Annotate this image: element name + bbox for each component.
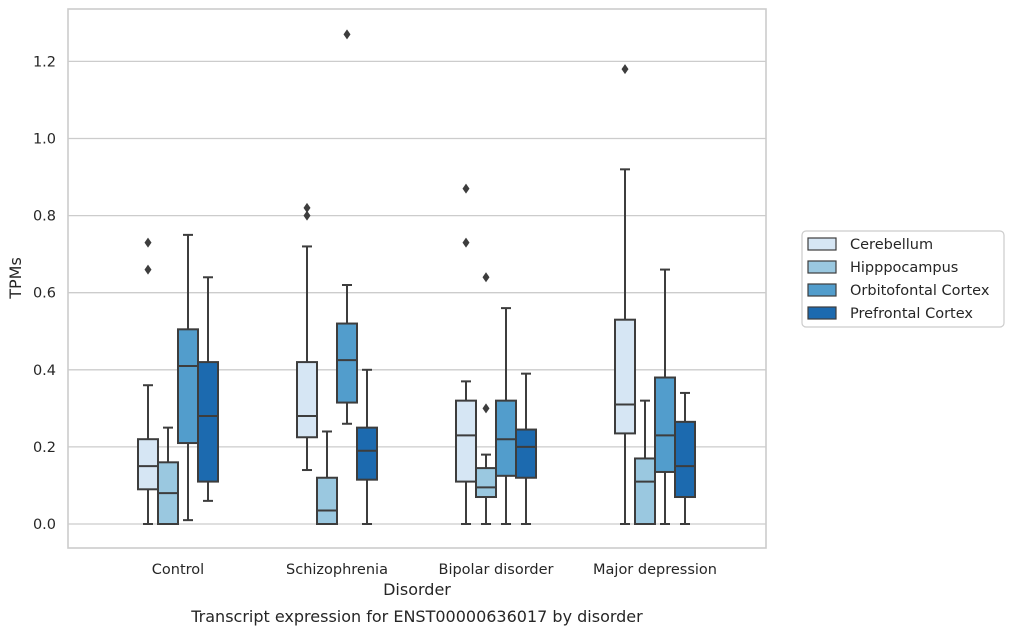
legend: Cerebellum Hipppocampus Orbitofontal Corte… xyxy=(801,230,1005,328)
box-orbitofontal-cortex xyxy=(336,29,358,425)
y-tick-label: 1.2 xyxy=(33,54,56,70)
box-iqr xyxy=(654,376,676,473)
box-prefrontal-cortex xyxy=(356,368,378,525)
legend-item: Cerebellum xyxy=(807,237,933,253)
box-iqr xyxy=(515,428,537,479)
outlier-point xyxy=(303,210,311,221)
box-cerebellum xyxy=(137,237,159,525)
box-iqr xyxy=(614,318,636,435)
box-iqr xyxy=(137,438,159,491)
box-orbitofontal-cortex xyxy=(177,233,199,522)
box-group-bipolar-disorder xyxy=(455,183,537,525)
y-tick-label: 0.6 xyxy=(33,286,56,302)
box-group-schizophrenia xyxy=(296,29,378,525)
box-cerebellum xyxy=(455,183,477,525)
legend-label: Prefrontal Cortex xyxy=(850,306,973,322)
box-hipppocampus xyxy=(475,272,497,525)
box-group-control xyxy=(137,233,219,526)
box-group-major-depression xyxy=(614,64,696,525)
outlier-point xyxy=(144,237,152,248)
outlier-point xyxy=(462,237,470,248)
y-tick-label: 0.2 xyxy=(33,440,56,456)
plot-frame xyxy=(67,8,767,549)
x-axis-ticks: Control Schizophrenia Bipolar disorder Majo… xyxy=(152,562,717,578)
box-iqr xyxy=(177,328,199,445)
box-prefrontal-cortex xyxy=(515,372,537,525)
legend-item: Orbitofontal Cortex xyxy=(807,283,990,299)
outlier-point xyxy=(303,202,311,213)
box-prefrontal-cortex xyxy=(197,276,219,502)
y-axis-title: TPMs xyxy=(6,257,25,300)
legend-item: Hipppocampus xyxy=(807,260,958,276)
outlier-point xyxy=(343,29,351,40)
axes-frame xyxy=(67,8,767,549)
box-orbitofontal-cortex xyxy=(495,307,517,525)
y-tick-label: 0.8 xyxy=(33,209,56,225)
box-iqr xyxy=(475,467,497,499)
box-iqr xyxy=(197,361,219,483)
x-tick-label: Control xyxy=(152,562,204,578)
legend-label: Orbitofontal Cortex xyxy=(850,283,990,299)
x-axis-title: Disorder xyxy=(383,580,451,599)
legend-swatch xyxy=(807,237,837,251)
legend-swatch xyxy=(807,306,837,320)
outlier-point xyxy=(462,183,470,194)
box-prefrontal-cortex xyxy=(674,391,696,525)
y-tick-label: 0.0 xyxy=(33,517,56,533)
box-hipppocampus xyxy=(316,430,338,525)
y-tick-label: 1.0 xyxy=(33,132,56,148)
y-tick-label: 0.4 xyxy=(33,363,56,379)
box-iqr xyxy=(356,426,378,481)
box-iqr xyxy=(674,420,696,499)
box-iqr xyxy=(316,476,338,525)
legend-item: Prefrontal Cortex xyxy=(807,306,973,322)
box-hipppocampus xyxy=(634,399,656,525)
box-cerebellum xyxy=(296,202,318,472)
box-iqr xyxy=(455,399,477,483)
y-axis-ticks: 0.0 0.2 0.4 0.6 0.8 1.0 1.2 xyxy=(33,54,56,533)
box-iqr xyxy=(634,457,656,525)
x-tick-label: Major depression xyxy=(593,562,717,578)
figure-caption: Transcript expression for ENST0000063601… xyxy=(190,607,643,626)
box-iqr xyxy=(296,361,318,439)
legend-label: Cerebellum xyxy=(850,237,933,253)
outlier-point xyxy=(482,403,490,414)
box-groups xyxy=(137,29,696,526)
x-tick-label: Schizophrenia xyxy=(286,562,388,578)
box-hipppocampus xyxy=(157,426,179,526)
x-tick-label: Bipolar disorder xyxy=(439,562,554,578)
legend-swatch xyxy=(807,260,837,274)
outlier-point xyxy=(482,272,490,283)
outlier-point xyxy=(144,264,152,275)
legend-swatch xyxy=(807,283,837,297)
outlier-point xyxy=(621,64,629,75)
box-cerebellum xyxy=(614,64,636,525)
legend-box xyxy=(801,230,1005,328)
box-iqr xyxy=(336,322,358,404)
legend-label: Hipppocampus xyxy=(850,260,958,276)
